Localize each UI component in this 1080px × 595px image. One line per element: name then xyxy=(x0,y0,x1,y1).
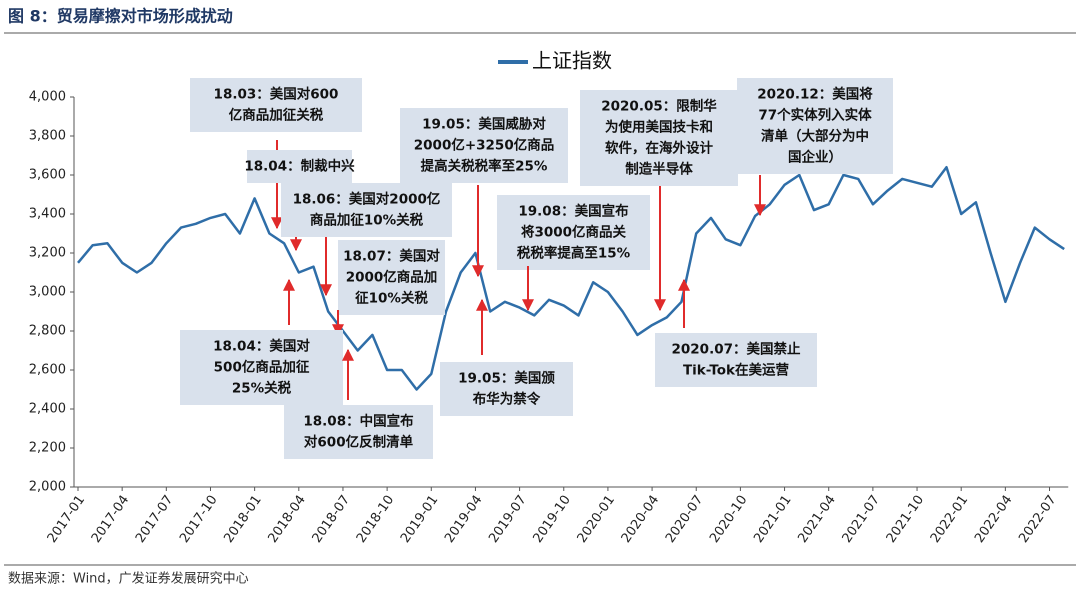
annotation-text: 商品加征10%关税 xyxy=(310,212,424,229)
annotation-text: 对600亿反制清单 xyxy=(304,434,414,451)
annotation-text: 18.04：制裁中兴 xyxy=(244,158,355,175)
x-tick-label: 2018-10 xyxy=(354,493,397,546)
annotation-text: 2000亿商品加 xyxy=(346,269,438,286)
x-tick-label: 2017-01 xyxy=(45,493,88,546)
annotation-text: 亿商品加征关税 xyxy=(229,107,324,124)
x-tick-label: 2022-07 xyxy=(1016,493,1059,546)
annotation-text: 为使用美国技卡和 xyxy=(605,119,713,136)
annotation-text: 软件，在海外设计 xyxy=(605,140,713,157)
annotation-text: 500亿商品加征 xyxy=(214,359,310,376)
x-tick-label: 2020-10 xyxy=(707,493,750,546)
annotation-text: 25%关税 xyxy=(232,380,292,397)
x-tick-label: 2020-01 xyxy=(575,493,618,546)
annotation-text: 提高关税税率至25% xyxy=(421,158,548,175)
annotation-box xyxy=(580,90,738,186)
x-tick-label: 2019-01 xyxy=(398,493,441,546)
index-line xyxy=(77,165,1065,391)
x-tick-label: 2022-04 xyxy=(972,493,1015,546)
annotation-box xyxy=(400,108,568,183)
annotation-box xyxy=(737,78,893,174)
annotation-text: 2000亿+3250亿商品 xyxy=(414,137,554,154)
x-tick-label: 2021-01 xyxy=(751,493,794,546)
annotation-box xyxy=(338,240,445,315)
annotation-text: Tik-Tok在美运营 xyxy=(683,362,789,379)
annotation-box xyxy=(284,405,433,459)
y-tick-label: 3,800 xyxy=(29,129,66,144)
x-tick-label: 2018-01 xyxy=(221,493,264,546)
y-tick-label: 3,400 xyxy=(29,207,66,222)
x-tick-label: 2018-04 xyxy=(265,493,308,546)
annotation-text: 2020.12：美国将 xyxy=(757,86,873,103)
annotation-box xyxy=(655,333,817,387)
annotation-text: 19.08：美国宣布 xyxy=(518,203,628,220)
chart-title: 图 8：贸易摩擦对市场形成扰动 xyxy=(8,7,233,26)
x-tick-label: 2017-10 xyxy=(177,493,220,546)
annotation-text: 国企业） xyxy=(788,149,842,166)
y-tick-label: 3,200 xyxy=(29,246,66,261)
y-tick-label: 3,000 xyxy=(29,285,66,300)
y-tick-label: 2,800 xyxy=(29,324,66,339)
annotation-text: 2020.07：美国禁止 xyxy=(672,341,801,358)
annotation-text: 税税率提高至15% xyxy=(517,245,631,262)
x-tick-label: 2018-07 xyxy=(310,493,353,546)
y-tick-label: 2,000 xyxy=(29,480,66,495)
annotation-text: 19.05：美国威胁对 xyxy=(422,116,546,133)
x-tick-label: 2017-04 xyxy=(89,493,132,546)
annotation-text: 制造半导体 xyxy=(625,161,693,178)
y-tick-label: 2,200 xyxy=(29,441,66,456)
annotation-text: 18.07：美国对 xyxy=(343,248,440,265)
x-tick-label: 2021-07 xyxy=(840,493,883,546)
annotation-box xyxy=(440,362,573,416)
x-tick-label: 2020-07 xyxy=(663,493,706,546)
annotation-text: 2020.05：限制华 xyxy=(601,98,717,115)
y-tick-label: 2,400 xyxy=(29,402,66,417)
x-tick-label: 2019-07 xyxy=(486,493,529,546)
annotation-text: 77个实体列入实体 xyxy=(758,107,872,124)
annotation-box xyxy=(497,195,650,270)
annotation-box xyxy=(180,330,343,405)
y-tick-label: 3,600 xyxy=(29,168,66,183)
annotation-box xyxy=(190,78,362,132)
annotation-box xyxy=(281,183,452,237)
y-tick-label: 4,000 xyxy=(29,90,66,105)
annotation-box xyxy=(247,150,352,183)
annotation-text: 18.06：美国对2000亿 xyxy=(293,191,441,208)
x-tick-label: 2021-04 xyxy=(795,493,838,546)
annotation-text: 布华为禁令 xyxy=(473,391,541,408)
x-tick-label: 2019-04 xyxy=(442,493,485,546)
x-tick-label: 2021-10 xyxy=(884,493,927,546)
annotation-text: 18.08：中国宣布 xyxy=(303,413,413,430)
annotation-text: 征10%关税 xyxy=(355,290,428,307)
annotation-text: 将3000亿商品关 xyxy=(521,224,627,241)
annotation-text: 清单（大部分为中 xyxy=(761,128,869,145)
x-tick-label: 2022-01 xyxy=(928,493,971,546)
x-tick-label: 2020-04 xyxy=(619,493,662,546)
legend-label: 上证指数 xyxy=(532,49,612,73)
y-tick-label: 2,600 xyxy=(29,363,66,378)
annotation-text: 18.04：美国对 xyxy=(213,338,310,355)
annotation-text: 19.05：美国颁 xyxy=(458,370,555,387)
source-note: 数据来源：Wind，广发证券发展研究中心 xyxy=(8,571,249,587)
x-tick-label: 2017-07 xyxy=(133,493,176,546)
annotation-text: 18.03：美国对600 xyxy=(214,86,339,103)
x-tick-label: 2019-10 xyxy=(530,493,573,546)
